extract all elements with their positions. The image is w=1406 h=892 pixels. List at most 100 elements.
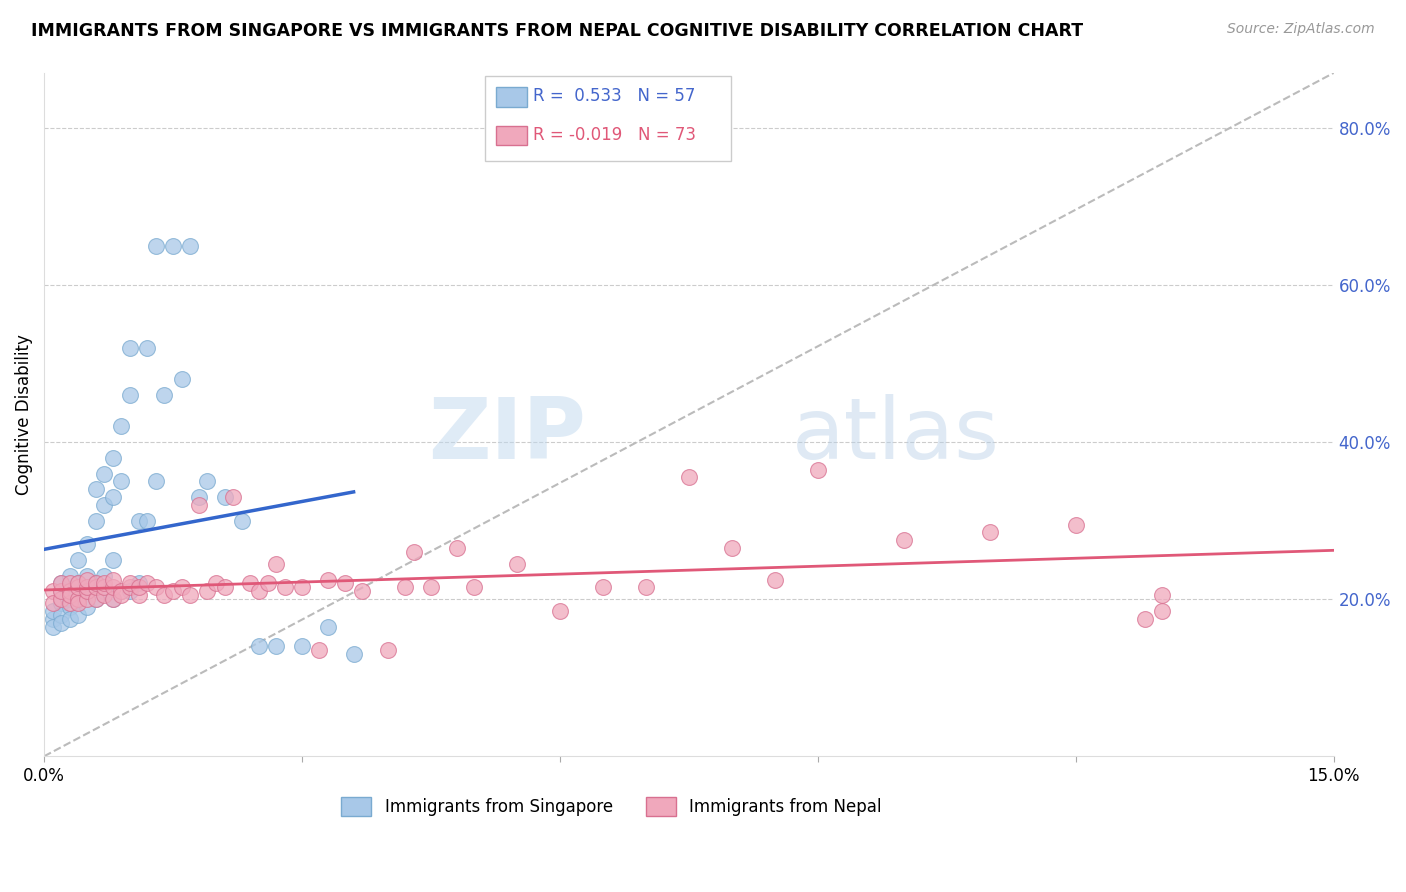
Point — [51, 592, 73, 607]
Point — [51, 584, 73, 599]
Text: R =  0.533   N = 57: R = 0.533 N = 57 — [533, 87, 695, 105]
Point — [84, 482, 107, 496]
Point — [51, 596, 73, 610]
Point — [101, 553, 124, 567]
Point — [41, 584, 63, 599]
Point — [76, 568, 98, 582]
Point — [59, 592, 82, 607]
Point — [84, 592, 107, 607]
Point — [979, 525, 1001, 540]
Point — [76, 592, 98, 607]
Point — [239, 576, 262, 591]
Point — [179, 588, 201, 602]
Point — [67, 592, 90, 607]
Point — [128, 588, 150, 602]
Point — [120, 581, 142, 595]
Point — [274, 581, 297, 595]
Point — [120, 576, 142, 591]
Point — [187, 490, 209, 504]
Point — [592, 581, 614, 595]
Point — [145, 239, 167, 253]
Point — [51, 607, 73, 622]
Point — [197, 584, 219, 599]
Point — [128, 581, 150, 595]
Point — [120, 584, 142, 599]
Point — [136, 514, 159, 528]
Point — [101, 450, 124, 465]
Point — [59, 600, 82, 615]
Point — [205, 576, 228, 591]
Point — [128, 514, 150, 528]
Point — [162, 584, 184, 599]
Point — [76, 584, 98, 599]
Point — [153, 388, 176, 402]
Point — [84, 592, 107, 607]
Point — [76, 600, 98, 615]
Point — [145, 475, 167, 489]
Point — [136, 341, 159, 355]
Point — [76, 581, 98, 595]
Point — [377, 643, 399, 657]
Point — [59, 612, 82, 626]
Text: IMMIGRANTS FROM SINGAPORE VS IMMIGRANTS FROM NEPAL COGNITIVE DISABILITY CORRELAT: IMMIGRANTS FROM SINGAPORE VS IMMIGRANTS … — [31, 22, 1083, 40]
Point — [308, 643, 330, 657]
Point — [76, 537, 98, 551]
Point — [67, 553, 90, 567]
Point — [51, 584, 73, 599]
Point — [41, 620, 63, 634]
Point — [110, 419, 132, 434]
Point — [101, 490, 124, 504]
Point — [93, 581, 115, 595]
Point — [402, 545, 425, 559]
Point — [59, 576, 82, 591]
Point — [41, 604, 63, 618]
Point — [548, 604, 571, 618]
Point — [1133, 612, 1156, 626]
Point — [256, 576, 278, 591]
Point — [247, 584, 270, 599]
Point — [67, 596, 90, 610]
Point — [110, 584, 132, 599]
Text: atlas: atlas — [792, 393, 1000, 476]
Point — [128, 576, 150, 591]
Point — [51, 576, 73, 591]
Point — [67, 576, 90, 591]
Point — [76, 584, 98, 599]
Point — [1150, 604, 1173, 618]
Point — [101, 592, 124, 607]
Point — [153, 588, 176, 602]
Text: R = -0.019   N = 73: R = -0.019 N = 73 — [533, 126, 696, 144]
Legend: Immigrants from Singapore, Immigrants from Nepal: Immigrants from Singapore, Immigrants fr… — [335, 790, 889, 823]
Point — [316, 573, 339, 587]
Point — [291, 640, 314, 654]
Point — [506, 557, 529, 571]
Point — [110, 475, 132, 489]
Point — [59, 568, 82, 582]
Point — [264, 640, 287, 654]
Point — [197, 475, 219, 489]
Point — [101, 573, 124, 587]
Point — [93, 584, 115, 599]
Point — [807, 462, 830, 476]
Y-axis label: Cognitive Disability: Cognitive Disability — [15, 334, 32, 495]
Point — [247, 640, 270, 654]
Point — [84, 576, 107, 591]
Point — [463, 581, 485, 595]
Text: Source: ZipAtlas.com: Source: ZipAtlas.com — [1227, 22, 1375, 37]
Point — [67, 592, 90, 607]
Point — [721, 541, 744, 556]
Point — [76, 573, 98, 587]
Point — [291, 581, 314, 595]
Point — [93, 576, 115, 591]
Point — [333, 576, 356, 591]
Point — [678, 470, 700, 484]
Point — [214, 581, 236, 595]
Point — [214, 490, 236, 504]
Point — [59, 584, 82, 599]
Point — [763, 573, 786, 587]
Point — [222, 490, 245, 504]
Point — [84, 514, 107, 528]
Point — [93, 467, 115, 481]
Point — [93, 588, 115, 602]
Point — [93, 568, 115, 582]
